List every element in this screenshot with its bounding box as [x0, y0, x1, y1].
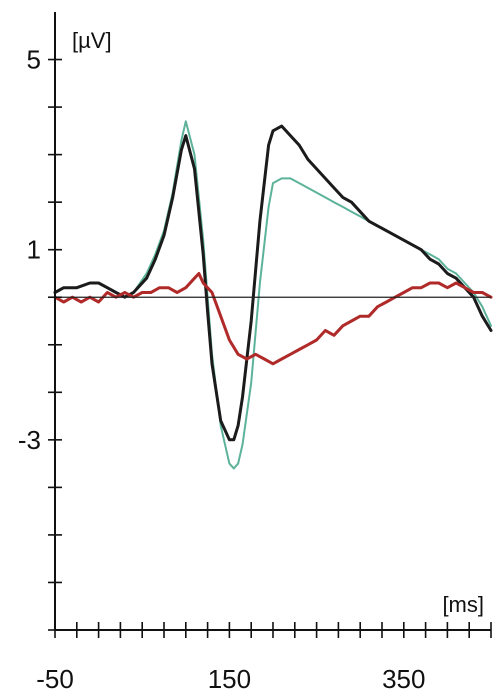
y-axis-unit-label: [µV] — [72, 28, 112, 53]
x-axis-unit-label: [ms] — [442, 592, 484, 617]
series-line-2 — [53, 124, 493, 442]
series-layer — [53, 120, 493, 470]
y-tick-label: 5 — [27, 45, 41, 75]
series-line-3 — [53, 272, 493, 366]
y-tick-label: 1 — [27, 235, 41, 265]
x-tick-label: 150 — [208, 664, 251, 694]
x-tick-label: -50 — [36, 664, 74, 694]
axes-layer — [48, 12, 492, 638]
label-layer: [µV] [ms] 5 1 -3 -50 150 350 — [18, 28, 484, 694]
x-tick-label: 350 — [382, 664, 425, 694]
y-tick-label: -3 — [18, 425, 41, 455]
